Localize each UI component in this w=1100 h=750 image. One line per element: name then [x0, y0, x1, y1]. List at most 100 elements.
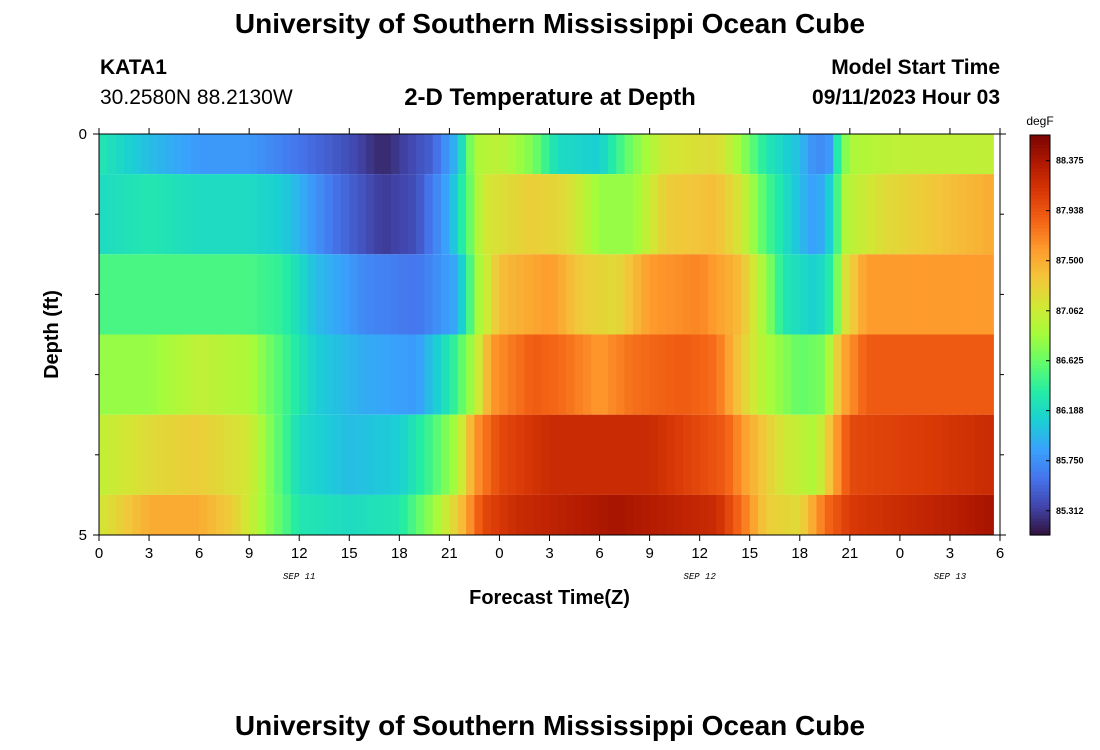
- heatmap-cell: [841, 254, 851, 335]
- heatmap-cell: [299, 414, 309, 495]
- heatmap-cell: [357, 254, 367, 335]
- heatmap-cell: [199, 494, 209, 535]
- heatmap-cell: [949, 414, 959, 495]
- heatmap-cell: [891, 494, 901, 535]
- heatmap-cell: [866, 334, 876, 415]
- heatmap-cell: [607, 414, 617, 495]
- heatmap-cell: [365, 254, 375, 335]
- heatmap-cell: [891, 134, 901, 175]
- heatmap-cell: [874, 134, 884, 175]
- heatmap-cell: [891, 414, 901, 495]
- heatmap-cell: [249, 494, 259, 535]
- heatmap-cell: [449, 334, 459, 415]
- colorbar-segment: [1030, 511, 1050, 516]
- heatmap-cell: [165, 414, 175, 495]
- heatmap-cell: [733, 494, 742, 535]
- colorbar-segment: [1030, 171, 1050, 176]
- heatmap-cell: [866, 414, 876, 495]
- heatmap-cell: [574, 414, 584, 495]
- heatmap-cell: [407, 134, 417, 175]
- colorbar-segment: [1030, 368, 1050, 373]
- heatmap-cell: [983, 254, 993, 335]
- heatmap-cell: [516, 134, 526, 175]
- heatmap-cell: [524, 334, 534, 415]
- heatmap-cell: [399, 414, 409, 495]
- heatmap-cell: [482, 174, 492, 255]
- heatmap-cell: [324, 134, 334, 175]
- heatmap-cell: [182, 334, 192, 415]
- heatmap-cell: [883, 174, 893, 255]
- heatmap-cell: [157, 134, 167, 175]
- heatmap-cell: [958, 414, 968, 495]
- colorbar-segment: [1030, 381, 1050, 386]
- colorbar-segment: [1030, 358, 1050, 363]
- heatmap-cell: [482, 494, 492, 535]
- heatmap-cell: [390, 174, 400, 255]
- heatmap-cell: [791, 174, 801, 255]
- colorbar-segment: [1030, 405, 1050, 409]
- colorbar-segment: [1030, 211, 1050, 216]
- heatmap-cell: [891, 174, 901, 255]
- heatmap-cell: [382, 334, 392, 415]
- heatmap-cell: [165, 174, 175, 255]
- heatmap-cell: [916, 174, 926, 255]
- colorbar-segment: [1030, 531, 1050, 536]
- heatmap-cell: [424, 254, 434, 335]
- heatmap-cell: [382, 254, 392, 335]
- heatmap-cell: [949, 494, 959, 535]
- heatmap-cell: [582, 174, 592, 255]
- colorbar-segment: [1030, 335, 1050, 339]
- colorbar-units: degF: [1026, 114, 1053, 128]
- heatmap-cell: [941, 414, 951, 495]
- heatmap-cell: [332, 174, 342, 255]
- heatmap-cell: [816, 254, 826, 335]
- heatmap-cell: [916, 414, 926, 495]
- heatmap-cell: [566, 334, 576, 415]
- heatmap-cell: [491, 414, 501, 495]
- heatmap-cell: [424, 174, 434, 255]
- heatmap-cell: [324, 254, 334, 335]
- heatmap-cell: [966, 414, 976, 495]
- heatmap-cell: [699, 134, 709, 175]
- heatmap-cell: [274, 334, 284, 415]
- heatmap-cell: [666, 334, 676, 415]
- heatmap-cell: [215, 254, 225, 335]
- heatmap-cell: [374, 174, 384, 255]
- heatmap-cell: [883, 334, 893, 415]
- heatmap-cell: [632, 414, 642, 495]
- heatmap-cell: [974, 174, 984, 255]
- heatmap-cell: [374, 254, 384, 335]
- heatmap-cell: [524, 414, 534, 495]
- date-label: SEP 13: [934, 572, 967, 582]
- heatmap-cell: [991, 334, 994, 415]
- heatmap-cell: [883, 134, 893, 175]
- heatmap-cell: [124, 134, 133, 175]
- heatmap-cell: [290, 414, 300, 495]
- heatmap-cell: [382, 174, 392, 255]
- heatmap-cell: [841, 174, 851, 255]
- heatmap-cell: [340, 254, 350, 335]
- heatmap-cell: [449, 414, 459, 495]
- heatmap-cell: [290, 334, 300, 415]
- heatmap-cell: [140, 414, 150, 495]
- heatmap-cell: [315, 254, 325, 335]
- heatmap-cell: [232, 174, 242, 255]
- heatmap-cell: [841, 134, 851, 175]
- heatmap-cell: [566, 494, 576, 535]
- heatmap-cell: [474, 174, 484, 255]
- heatmap-cell: [474, 134, 484, 175]
- heatmap-cell: [866, 134, 876, 175]
- heatmap-cell: [966, 334, 976, 415]
- colorbar-segment: [1030, 195, 1050, 199]
- heatmap-cell: [841, 334, 851, 415]
- heatmap-cell: [240, 334, 250, 415]
- colorbar-segment: [1030, 178, 1050, 183]
- heatmap-cell: [741, 334, 751, 415]
- y-tick-label: 0: [79, 126, 87, 143]
- heatmap-cell: [958, 334, 968, 415]
- heatmap-cell: [974, 134, 984, 175]
- heatmap-cell: [474, 494, 484, 535]
- heatmap-cell: [416, 134, 425, 175]
- heatmap-cell: [649, 254, 659, 335]
- heatmap-cell: [774, 254, 784, 335]
